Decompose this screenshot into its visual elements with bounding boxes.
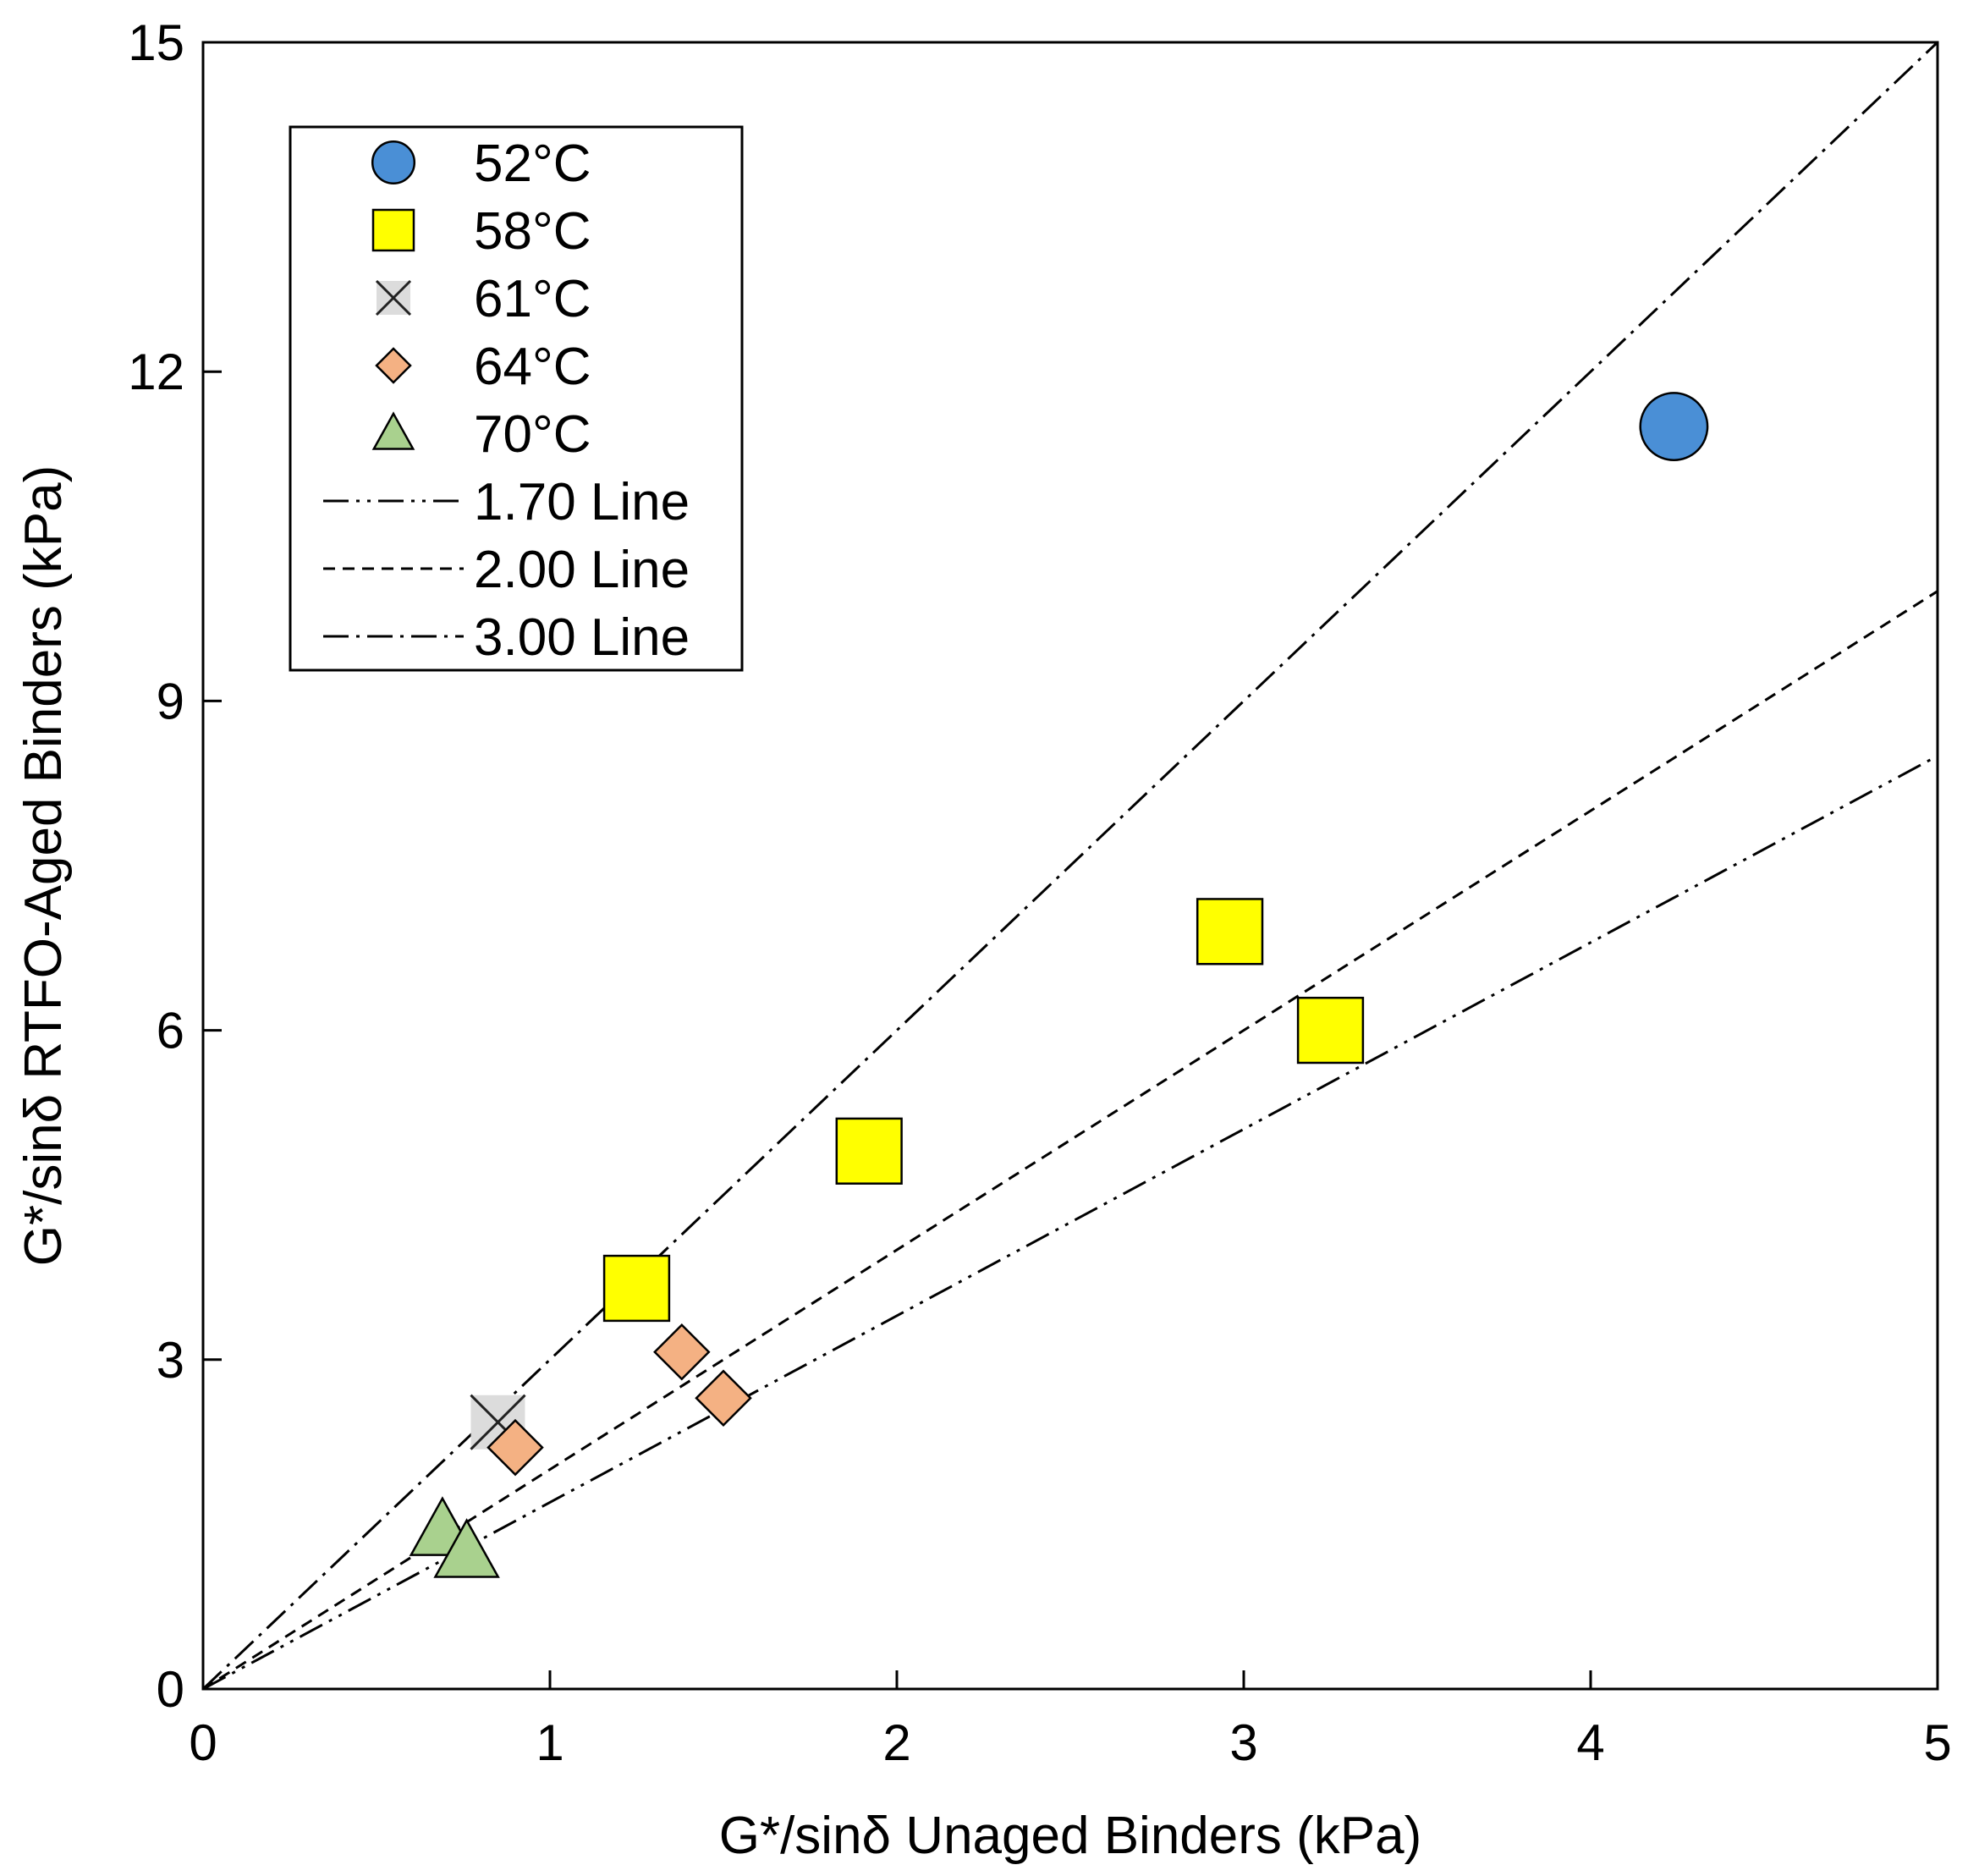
y-tick-label: 0 <box>157 1661 184 1718</box>
legend-label: 3.00 Line <box>474 608 690 667</box>
legend-marker-circle <box>371 140 416 185</box>
point-square-1-1 <box>835 1117 903 1185</box>
point-triangle-4-1 <box>433 1518 500 1578</box>
legend-label: 52°C <box>474 135 591 193</box>
point-diamond-3-0 <box>487 1418 544 1477</box>
legend-label: 64°C <box>474 338 591 396</box>
x-tick-label: 2 <box>882 1714 910 1771</box>
legend-label: 2.00 Line <box>474 541 690 599</box>
point-diamond-3-2 <box>695 1369 752 1427</box>
reference-line-0 <box>202 754 1938 1691</box>
legend-marker-square <box>371 208 415 252</box>
x-tick-label: 0 <box>189 1714 217 1771</box>
y-tick-label: 3 <box>157 1332 184 1389</box>
point-square-1-0 <box>602 1254 671 1323</box>
y-tick-label: 6 <box>157 1003 184 1059</box>
legend-label: 70°C <box>474 405 591 464</box>
point-circle-0-0 <box>1639 392 1709 461</box>
x-tick-label: 1 <box>536 1714 563 1771</box>
data-points <box>409 392 1709 1578</box>
point-square-1-3 <box>1296 996 1365 1065</box>
legend: 52°C 58°C 61°C 64°C 70°C 1.70 Line 2.00 Line 3.… <box>289 125 744 672</box>
point-square-1-2 <box>1196 898 1264 966</box>
legend-marker-x <box>375 279 412 316</box>
y-tick-label: 12 <box>128 344 184 400</box>
y-tick-label: 15 <box>128 14 184 71</box>
y-tick-label: 9 <box>157 673 184 729</box>
legend-box <box>289 125 744 672</box>
legend-marker-diamond <box>375 347 412 384</box>
reference-line-1 <box>202 590 1938 1691</box>
legend-label: 58°C <box>474 202 591 261</box>
x-axis-title: G*/sinδ Unaged Binders (kPa) <box>719 1807 1422 1865</box>
plot-frame <box>201 41 1939 1691</box>
legend-marker-triangle <box>371 411 415 450</box>
legend-label: 1.70 Line <box>474 473 690 531</box>
x-tick-label: 4 <box>1576 1714 1604 1771</box>
x-tick-label: 5 <box>1923 1714 1951 1771</box>
point-diamond-3-1 <box>653 1323 711 1381</box>
x-tick-label: 3 <box>1229 1714 1257 1771</box>
y-axis-title: G*/sinδ RTFO-Aged Binders (kPa) <box>14 465 73 1266</box>
legend-label: 61°C <box>474 270 591 328</box>
